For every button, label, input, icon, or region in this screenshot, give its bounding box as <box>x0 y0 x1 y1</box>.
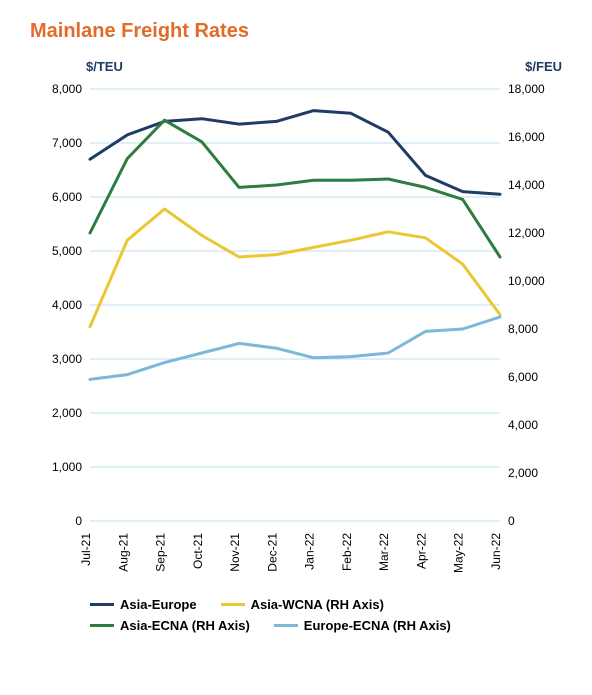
legend-item: Asia-WCNA (RH Axis) <box>221 597 384 612</box>
legend-label: Asia-Europe <box>120 597 197 612</box>
series-line <box>90 209 500 327</box>
series-line <box>90 120 500 257</box>
chart-area: $/TEU $/FEU 0 1,000 2,000 3,000 4,000 5,000 6,… <box>30 61 562 591</box>
legend-swatch <box>221 603 245 606</box>
y-left-tick-label: 3,000 <box>52 352 82 366</box>
y-right-tick-label: 2,000 <box>508 466 538 480</box>
x-tick-label: Oct-21 <box>191 533 205 569</box>
y-right-tick-label: 14,000 <box>508 178 545 192</box>
line-chart: 0 1,000 2,000 3,000 4,000 5,000 6,000 7,000 8,00… <box>30 61 562 591</box>
chart-title: Mainlane Freight Rates <box>30 20 562 43</box>
x-tick-label: Apr-22 <box>414 533 428 569</box>
x-tick-label: May-22 <box>452 533 466 573</box>
legend-swatch <box>274 624 298 627</box>
legend-item: Asia-Europe <box>90 597 197 612</box>
series-line <box>90 317 500 379</box>
y-left-tick-label: 6,000 <box>52 190 82 204</box>
y-right-tick-label: 8,000 <box>508 322 538 336</box>
y-left-tick-label: 2,000 <box>52 406 82 420</box>
legend-item: Asia-ECNA (RH Axis) <box>90 618 250 633</box>
legend-swatch <box>90 603 114 606</box>
legend-swatch <box>90 624 114 627</box>
x-tick-label: Feb-22 <box>340 533 354 571</box>
y-right-tick-label: 10,000 <box>508 274 545 288</box>
x-tick-label: Jun-22 <box>489 533 503 570</box>
x-tick-label: Mar-22 <box>377 533 391 571</box>
legend-label: Asia-WCNA (RH Axis) <box>251 597 384 612</box>
x-tick-label: Jan-22 <box>303 533 317 570</box>
x-tick-label: Nov-21 <box>228 533 242 572</box>
y-left-tick-label: 4,000 <box>52 298 82 312</box>
x-tick-label: Jul-21 <box>79 533 93 566</box>
y-left-tick-label: 8,000 <box>52 82 82 96</box>
y-right-tick-label: 4,000 <box>508 418 538 432</box>
y-left-tick-label: 5,000 <box>52 244 82 258</box>
y-left-tick-label: 1,000 <box>52 460 82 474</box>
y-right-tick-label: 16,000 <box>508 130 545 144</box>
y-axis-left-label: $/TEU <box>86 59 123 74</box>
y-right-tick-label: 6,000 <box>508 370 538 384</box>
y-right-tick-label: 0 <box>508 514 515 528</box>
legend-label: Europe-ECNA (RH Axis) <box>304 618 451 633</box>
legend-label: Asia-ECNA (RH Axis) <box>120 618 250 633</box>
y-left-tick-label: 7,000 <box>52 136 82 150</box>
x-tick-label: Dec-21 <box>265 533 279 572</box>
legend-item: Europe-ECNA (RH Axis) <box>274 618 451 633</box>
y-axis-right-label: $/FEU <box>525 59 562 74</box>
x-tick-label: Sep-21 <box>154 533 168 572</box>
y-left-tick-label: 0 <box>75 514 82 528</box>
legend: Asia-Europe Asia-WCNA (RH Axis)Asia-ECNA … <box>30 597 562 633</box>
x-tick-label: Aug-21 <box>116 533 130 572</box>
y-right-tick-label: 12,000 <box>508 226 545 240</box>
y-right-tick-label: 18,000 <box>508 82 545 96</box>
